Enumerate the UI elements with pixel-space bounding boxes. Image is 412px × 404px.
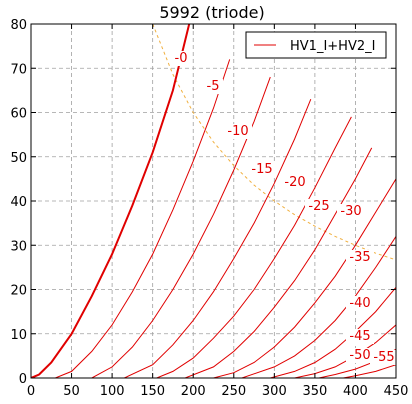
curve-label-bg [370,350,398,365]
curve-label-bg [337,204,365,219]
y-tick-label: 0 [19,372,27,387]
chart-title: 5992 (triode) [159,3,264,22]
curve-label: -40 [349,296,370,311]
curve-label-bg [346,250,374,265]
curve-label: -5 [207,79,220,94]
curve-label-bg [248,162,276,177]
curve-label-bg [346,348,374,363]
curve-label-bg [281,175,309,190]
x-tick-label: 0 [27,384,35,399]
x-tick-label: 400 [343,384,368,399]
curve-label-bg [171,51,191,66]
grid-bias-curve [241,236,396,378]
curve-label: -35 [349,250,370,265]
x-tick-label: 50 [63,384,80,399]
curve-label: -25 [308,199,329,214]
curve-label: -20 [284,175,305,190]
y-tick-label: 60 [10,107,27,122]
curve-label: -45 [349,329,370,344]
x-tick-label: 100 [100,384,125,399]
grid-bias-curve [213,178,396,378]
curve-label: -50 [349,348,370,363]
curve-label-bg [346,296,374,311]
x-tick-label: 250 [221,384,246,399]
grid [30,23,397,379]
x-tick-label: 200 [181,384,206,399]
grid-bias-curve [55,59,231,378]
grid-bias-curve [91,76,271,378]
y-tick-label: 80 [10,18,27,33]
x-tick-label: 300 [262,384,287,399]
axes: 0 50 100 150 200 250 300 350 400 450 0 10 20 30 40 50 60… [10,18,408,399]
grid-bias-curve [124,99,312,378]
grid-bias-curve [294,324,396,378]
legend-label: HV1_I+HV2_I [290,39,375,54]
curve-label: -0 [175,51,188,66]
grid-bias-curve [270,286,396,378]
grid-bias-curve [156,116,352,378]
curve-label-bg [305,199,333,214]
dissipation-curve [152,24,396,261]
y-tick-label: 50 [10,151,27,166]
y-tick-label: 40 [10,195,27,210]
grid-bias-curve [31,24,191,378]
x-tick-label: 150 [140,384,165,399]
curves [31,24,396,378]
curve-labels: -0 -5 -10 -15 -20-25 -30 -35 -40 -45 -50 -55 [171,51,398,365]
grid-bias-curve [184,147,373,378]
y-tick-label: 30 [10,239,27,254]
curve-label-bg [203,79,223,94]
y-tick-label: 10 [10,328,27,343]
y-tick-label: 70 [10,62,27,77]
curve-label-bg [224,124,252,139]
x-tick-label: 450 [384,384,409,399]
curve-label: -15 [251,162,272,177]
x-tick-label: 350 [302,384,327,399]
grid-bias-curve [343,364,396,378]
y-tick-label: 20 [10,284,27,299]
legend: HV1_I+HV2_I [245,31,387,59]
curve-label-bg [346,329,374,344]
curve-label: -55 [373,350,394,365]
curve-label: -30 [340,204,361,219]
curve-label: -10 [227,124,248,139]
